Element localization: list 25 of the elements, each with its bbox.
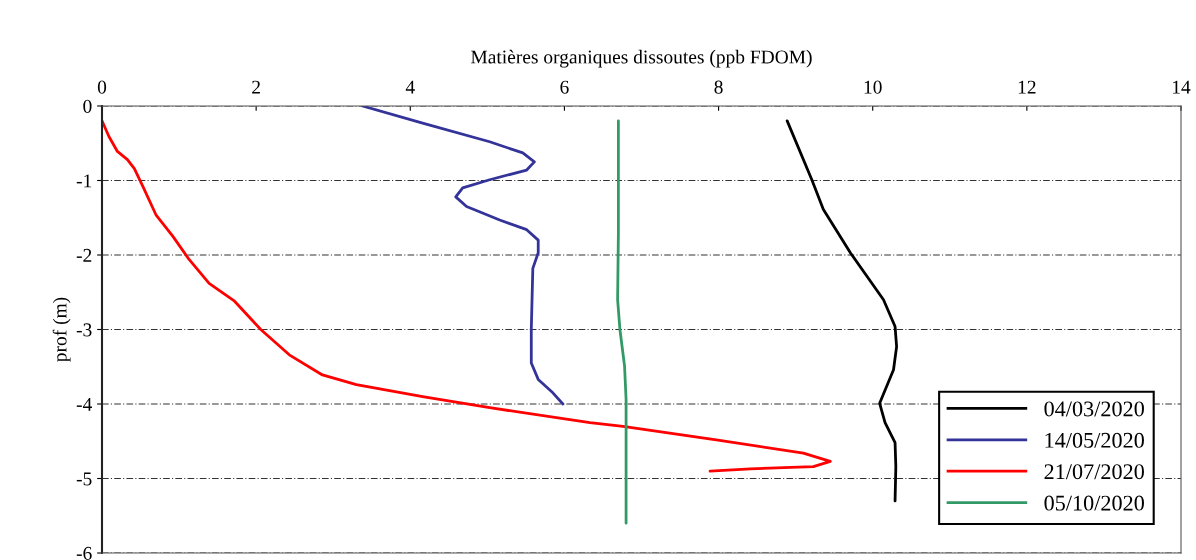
legend-label: 14/05/2020 <box>1045 432 1144 448</box>
x-axis-title: Matières organiques dissoutes (ppb FDOM) <box>471 49 812 68</box>
line-series <box>361 106 565 406</box>
y-tick-label: -2 <box>76 248 92 262</box>
line-series <box>785 119 898 503</box>
y-axis-title: prof (m) <box>52 297 71 362</box>
x-tick-label: 0 <box>97 80 107 94</box>
y-tick-label: -1 <box>76 174 92 188</box>
legend-label: 21/07/2020 <box>1044 464 1144 480</box>
x-tick-label: 2 <box>252 80 260 94</box>
y-tick-label: -5 <box>76 472 92 486</box>
x-tick-label: 6 <box>560 80 569 94</box>
x-tick-label: 4 <box>405 80 415 94</box>
x-tick-label: 8 <box>714 80 723 94</box>
x-tick-label: 14 <box>1172 80 1191 94</box>
x-tick-label: 12 <box>1018 80 1036 94</box>
y-tick-label: 0 <box>83 99 92 113</box>
y-tick-label: -4 <box>76 397 92 411</box>
y-tick-label: -6 <box>76 546 92 560</box>
legend-label: 05/10/2020 <box>1044 495 1144 511</box>
x-tick-label: 10 <box>864 80 882 94</box>
legend-label: 04/03/2020 <box>1044 401 1144 417</box>
line-series <box>616 119 628 525</box>
y-tick-label: -3 <box>76 323 92 337</box>
line-series <box>102 119 832 473</box>
